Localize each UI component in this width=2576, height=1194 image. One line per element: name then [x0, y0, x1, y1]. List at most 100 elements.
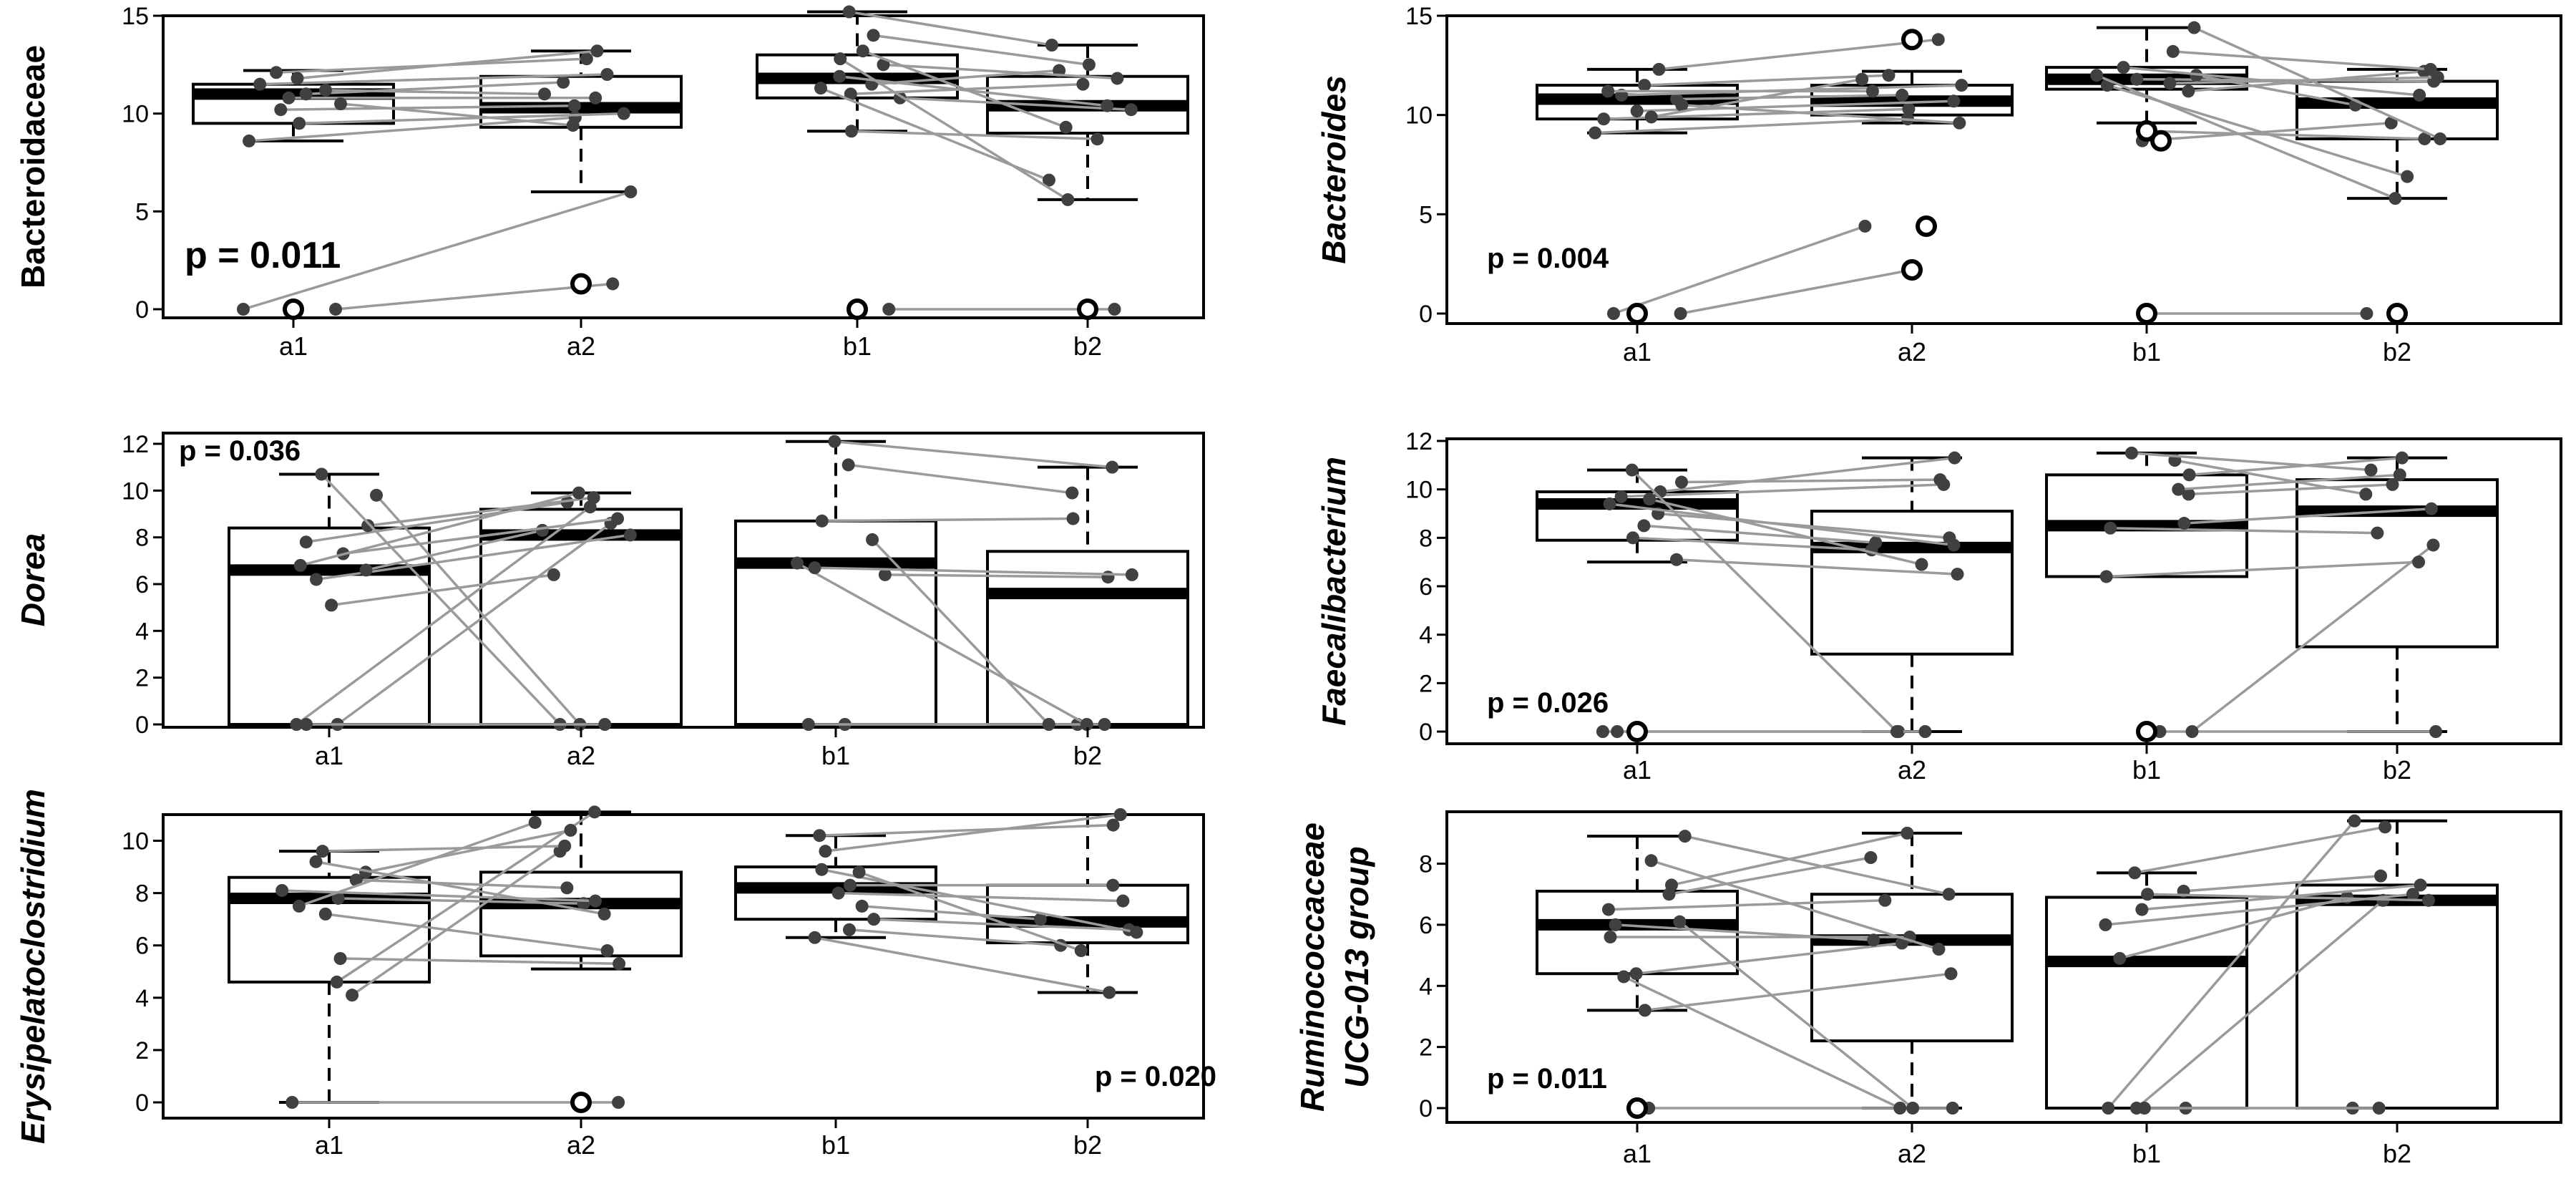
y-tick-label: 6 [1419, 912, 1433, 939]
a-pair-line [1623, 975, 1901, 1110]
iqr-box [2296, 79, 2499, 140]
data-point [1867, 933, 1880, 947]
data-point [361, 519, 375, 533]
plot-frame [1445, 810, 2562, 1124]
iqr-box [228, 526, 431, 726]
y-tick-label: 15 [1405, 3, 1433, 30]
data-point [1638, 79, 1652, 92]
box-a1 [1536, 67, 1739, 135]
data-point [2359, 487, 2373, 501]
data-point [1603, 497, 1616, 510]
data-point [2113, 951, 2127, 965]
data-point [309, 573, 323, 586]
data-point [1652, 62, 1666, 76]
a-pair-line [306, 500, 568, 543]
a-pair-line [306, 81, 564, 96]
outlier-point [847, 298, 868, 320]
y-tick-label: 2 [1419, 670, 1433, 697]
b-pair-line [874, 918, 1129, 931]
data-point [1130, 926, 1143, 939]
data-point [1669, 553, 1683, 566]
data-point [2429, 725, 2443, 738]
data-point [538, 87, 552, 101]
y-tick-label: 0 [135, 712, 149, 739]
outlier-point [283, 298, 304, 320]
data-point [877, 58, 890, 72]
x-tick-label: b2 [1073, 741, 1102, 770]
iqr-box [1810, 893, 2014, 1043]
plot-body: 0 5 10 15 a1 a2 b1 b2 [1405, 3, 2499, 367]
a-pair-line [1632, 536, 1872, 551]
y-tick-label: 0 [135, 1089, 149, 1117]
data-point [300, 718, 313, 731]
data-point [572, 486, 585, 500]
x-tick-label: b1 [821, 741, 850, 770]
data-point [2426, 538, 2440, 552]
data-point [819, 845, 832, 858]
data-point [577, 897, 590, 911]
data-point [2182, 468, 2196, 482]
y-tick-label: 4 [135, 985, 149, 1012]
a-pair-line [375, 494, 581, 726]
y-tick-label: 4 [135, 618, 149, 645]
a-pair-line [300, 491, 580, 567]
x-tick-label: b2 [1073, 331, 1102, 361]
data-point [2372, 1102, 2386, 1115]
data-point [842, 5, 856, 19]
panel-bacteroides: p = 0.004 0 5 10 15 a1 a2 b1 b2 Bacteroides [1315, 3, 2562, 367]
data-point [1065, 486, 1079, 500]
a-pair-line [1649, 498, 1922, 566]
x-tick-label: b1 [843, 331, 872, 361]
data-point [2431, 70, 2444, 84]
box-b2 [2296, 456, 2499, 733]
box-a2 [479, 491, 683, 726]
data-point [2384, 116, 2398, 130]
x-tick-label: b2 [2383, 755, 2411, 785]
data-point [1091, 132, 1104, 146]
a-pair-line [282, 889, 596, 903]
a-pair-line [280, 104, 575, 111]
iqr-box [2296, 883, 2499, 1110]
data-point [2102, 1102, 2115, 1115]
data-point [299, 87, 313, 101]
data-point [2386, 477, 2399, 491]
data-point [606, 277, 620, 291]
data-point [1604, 930, 1617, 943]
x-tick-label: a1 [1623, 755, 1652, 785]
data-point [833, 69, 847, 83]
data-point [1918, 725, 1932, 738]
box-b1 [734, 440, 937, 726]
data-point [2104, 521, 2117, 535]
data-point [1865, 84, 1879, 98]
data-point [1674, 307, 1687, 320]
b-pair-line [848, 463, 1073, 495]
a-pair-line [297, 49, 597, 80]
y-axis-title: Dorea [14, 533, 52, 626]
plot-body: 0 2 4 6 8 10 12 a1 a2 b1 b2 [1405, 428, 2499, 785]
data-point [536, 523, 550, 537]
b-pair-line [2096, 74, 2396, 200]
data-point [589, 91, 602, 105]
data-point [1869, 536, 1883, 550]
data-point [2141, 888, 2155, 901]
a-pair-line [1669, 856, 1871, 896]
data-point [1630, 105, 1644, 118]
data-point [1614, 490, 1628, 503]
a-pair-line [325, 913, 608, 952]
data-point [1045, 39, 1058, 52]
data-point [1589, 126, 1602, 140]
data-point [275, 883, 289, 897]
a-pair-line [321, 473, 561, 726]
data-point [237, 303, 250, 316]
data-point [2364, 463, 2378, 477]
outlier-point [1901, 29, 1923, 51]
data-point [1101, 99, 1114, 112]
a-pair-line [1644, 524, 1876, 544]
data-point [2099, 570, 2113, 583]
data-point [882, 303, 896, 316]
b-pair-line [2106, 560, 2419, 578]
a-pair-line [1613, 225, 1865, 315]
b-pair-line [2142, 122, 2391, 142]
data-point [1597, 112, 1611, 126]
box-a1 [1536, 835, 1739, 1012]
